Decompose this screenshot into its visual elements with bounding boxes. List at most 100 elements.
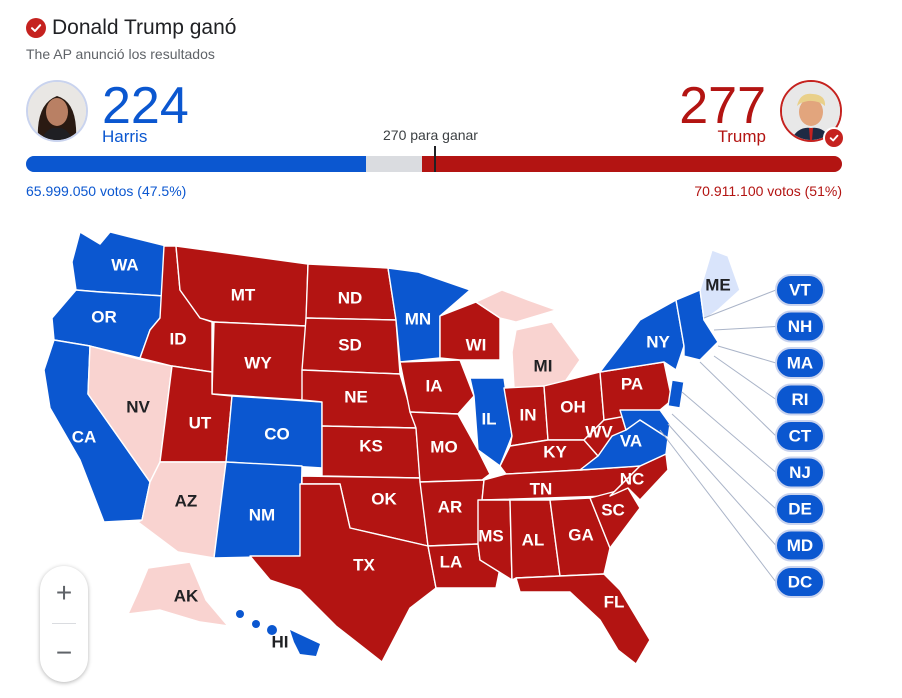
state-ga[interactable] — [549, 497, 611, 577]
state-label-ny: NY — [646, 332, 670, 351]
state-nj[interactable] — [667, 379, 685, 409]
state-me[interactable] — [699, 249, 741, 321]
state-mi-upper[interactable] — [475, 289, 557, 323]
state-label-oh: OH — [560, 397, 586, 416]
harris-bar-fill — [26, 156, 366, 172]
result-subtitle: The AP anunció los resultados — [26, 46, 215, 62]
trump-popular-votes: 70.911.100 votos (51%) — [694, 183, 842, 199]
leader-line-ri — [713, 355, 777, 400]
leader-line-nh — [713, 326, 777, 331]
state-label-wa: WA — [111, 255, 138, 274]
zoom-out-button[interactable]: − — [55, 637, 73, 668]
trump-bar-fill — [422, 156, 842, 172]
state-label-mo: MO — [430, 437, 457, 456]
state-label-id: ID — [170, 329, 187, 348]
state-label-ut: UT — [189, 413, 212, 432]
state-label-wy: WY — [244, 353, 272, 372]
state-label-ia: IA — [426, 376, 443, 395]
leader-line-vt — [703, 289, 777, 319]
state-ak[interactable] — [127, 561, 229, 627]
state-label-mn: MN — [405, 309, 431, 328]
small-state-pill-dc[interactable] — [775, 566, 825, 598]
small-state-pill-nh[interactable] — [775, 310, 825, 343]
state-label-la: LA — [440, 552, 463, 571]
state-label-az: AZ — [175, 491, 198, 510]
winner-check-icon — [823, 127, 845, 149]
leader-line-nj — [681, 391, 777, 473]
state-mo[interactable] — [409, 411, 491, 483]
state-label-hi: HI — [272, 632, 289, 651]
leader-line-ma — [717, 345, 777, 364]
state-hi[interactable] — [236, 610, 320, 656]
harris-name: Harris — [102, 127, 148, 146]
state-label-ak: AK — [174, 586, 199, 605]
check-circle-icon — [26, 18, 46, 38]
harris-electoral-votes: 224 — [102, 77, 189, 135]
state-label-nc: NC — [620, 469, 645, 488]
threshold-label: 270 para ganar — [383, 127, 478, 143]
state-label-tx: TX — [353, 555, 375, 574]
header: Donald Trump ganó The AP anunció los res… — [26, 16, 236, 62]
small-state-label-md: MD — [787, 536, 813, 555]
state-label-nv: NV — [126, 397, 150, 416]
zoom-control: + − — [40, 566, 88, 682]
state-ms[interactable] — [477, 499, 513, 581]
small-state-pill-ri[interactable] — [775, 383, 825, 416]
small-state-label-ri: RI — [792, 390, 809, 409]
small-state-label-de: DE — [788, 499, 812, 518]
state-label-in: IN — [520, 405, 537, 424]
state-label-mi: MI — [534, 356, 553, 375]
state-label-nm: NM — [249, 505, 275, 524]
state-label-ms: MS — [478, 526, 504, 545]
state-label-il: IL — [481, 409, 496, 428]
state-label-co: CO — [264, 424, 290, 443]
state-label-or: OR — [91, 307, 117, 326]
threshold-marker — [434, 146, 436, 172]
state-tx[interactable] — [249, 483, 437, 663]
state-label-ks: KS — [359, 436, 383, 455]
state-label-fl: FL — [604, 592, 625, 611]
zoom-in-button[interactable]: + — [55, 577, 73, 608]
small-state-label-vt: VT — [789, 280, 811, 299]
leader-line-md — [667, 423, 777, 546]
state-label-ar: AR — [438, 497, 463, 516]
small-state-label-dc: DC — [788, 572, 813, 591]
state-label-nd: ND — [338, 288, 363, 307]
state-label-va: VA — [620, 431, 642, 450]
state-ny[interactable] — [599, 299, 685, 373]
state-label-ok: OK — [371, 489, 397, 508]
leader-line-ct — [699, 361, 777, 437]
state-label-ca: CA — [72, 427, 97, 446]
state-label-ga: GA — [568, 525, 594, 544]
harris-popular-votes: 65.999.050 votos (47.5%) — [26, 183, 187, 199]
small-state-pill-vt[interactable] — [775, 274, 825, 306]
state-ia[interactable] — [399, 359, 475, 415]
small-state-pill-ct[interactable] — [775, 420, 825, 452]
small-state-label-nj: NJ — [789, 463, 811, 482]
state-label-tn: TN — [530, 479, 553, 498]
small-state-label-ct: CT — [789, 426, 812, 445]
state-label-al: AL — [522, 530, 545, 549]
state-label-pa: PA — [621, 374, 643, 393]
state-label-wv: WV — [585, 422, 613, 441]
state-label-mt: MT — [231, 285, 256, 304]
small-state-pill-nj[interactable] — [775, 456, 825, 489]
state-fl[interactable] — [515, 573, 651, 665]
small-state-pill-ma[interactable] — [775, 347, 825, 379]
state-label-ky: KY — [543, 442, 567, 461]
trump-name: Trump — [717, 127, 767, 146]
leader-line-de — [671, 413, 777, 510]
state-md-de[interactable] — [619, 409, 671, 439]
harris-avatar — [26, 80, 88, 142]
state-label-sc: SC — [601, 500, 625, 519]
small-state-pill-de[interactable] — [775, 493, 825, 525]
small-state-pill-md[interactable] — [775, 529, 825, 562]
zoom-divider — [52, 623, 76, 624]
leader-line-dc — [659, 429, 777, 583]
state-mi[interactable] — [511, 321, 581, 389]
state-label-wi: WI — [466, 335, 487, 354]
trump-electoral-votes: 277 — [679, 77, 766, 135]
state-label-me: ME — [705, 275, 731, 294]
small-state-label-ma: MA — [787, 353, 813, 372]
